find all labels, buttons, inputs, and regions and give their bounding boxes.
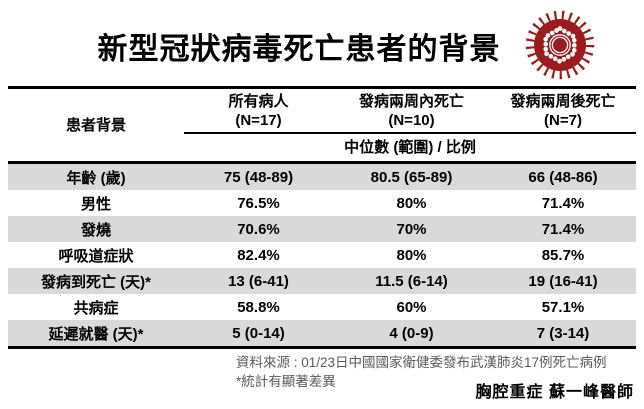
cell-value: 85.7% (541, 246, 585, 264)
header: 新型冠狀病毒死亡患者的背景 (0, 0, 644, 86)
column-label: 所有病人 (228, 93, 289, 110)
column-n-count: (N=7) (544, 112, 582, 130)
cell-value: 70.6% (237, 220, 280, 238)
column-header-all-patients: 所有病人 (N=17) (184, 87, 333, 135)
table-row-fever: 發燒 70.6% 70% 71.4% (8, 216, 636, 243)
column-label: 發病兩周後死亡 (510, 93, 616, 110)
row-label: 發病到死亡 (天)* (41, 273, 151, 291)
cell-value: 76.5% (237, 194, 280, 212)
column-n-count: (N=10) (388, 112, 435, 130)
row-label: 年齡 (歲) (66, 169, 126, 187)
cell-value: 11.5 (6-14) (375, 272, 448, 290)
cell-value: 80.5 (65-89) (370, 168, 453, 186)
footer-notes: 資料來源 : 01/23日中國國家衛健委發布武漢肺炎17例死亡病例 *統計有顯著… (236, 354, 634, 390)
patient-background-table: 患者背景 所有病人 (N=17) 發病兩周內死亡 (N=10) 發病兩周後死亡 … (8, 86, 636, 350)
virus-inner-ring-outer (549, 34, 571, 56)
virus-body (534, 19, 586, 71)
virus-white-dot-hexagon (543, 26, 577, 64)
column-header-died-after-two-weeks: 發病兩周後死亡 (N=7) (490, 87, 636, 135)
cell-value: 71.4% (541, 220, 585, 238)
row-label: 男性 (80, 195, 111, 213)
cell-value: 82.4% (237, 246, 280, 264)
table-row-respiratory-symptoms: 呼吸道症狀 82.4% 80% 85.7% (8, 242, 636, 268)
column-n-count: (N=17) (235, 112, 282, 130)
column-header-row: 患者背景 所有病人 (N=17) 發病兩周內死亡 (N=10) 發病兩周後死亡 … (8, 87, 636, 165)
statistical-significance-note: *統計有顯著差異 (236, 373, 336, 389)
table-row-comorbidity: 共病症 58.8% 60% 57.1% (8, 294, 636, 320)
cell-value: 4 (0-9) (389, 324, 434, 342)
cell-value: 7 (3-14) (536, 324, 590, 342)
table-row-delayed-medical-visit: 延遲就醫 (天)* 5 (0-14) 4 (0-9) 7 (3-14) (8, 320, 636, 348)
cell-value: 80% (396, 194, 427, 212)
cell-value: 70% (396, 220, 427, 238)
table-row-onset-to-death: 發病到死亡 (天)* 13 (6-41) 11.5 (6-14) 19 (16-… (8, 268, 636, 295)
row-label: 共病症 (73, 299, 119, 317)
data-source-note: 資料來源 : 01/23日中國國家衛健委發布武漢肺炎17例死亡病例 (236, 355, 607, 371)
table-row-age: 年齡 (歲) 75 (48-89) 80.5 (65-89) 66 (48-86… (8, 162, 636, 191)
cell-value: 13 (6-41) (228, 272, 289, 290)
cell-value: 19 (16-41) (528, 272, 598, 290)
cell-value: 57.1% (541, 298, 585, 316)
cell-value: 5 (0-14) (232, 324, 285, 342)
cell-value: 71.4% (541, 194, 585, 212)
column-header-died-within-two-weeks: 發病兩周內死亡 (N=10) (333, 87, 490, 135)
cell-value: 80% (396, 246, 427, 264)
column-label: 發病兩周內死亡 (358, 93, 464, 110)
subheader-row: 中位數 (範圍) / 比例 (8, 133, 636, 165)
column-header-patient-background: 患者背景 (8, 87, 184, 165)
table-body: 年齡 (歲) 75 (48-89) 80.5 (65-89) 66 (48-86… (8, 162, 636, 348)
virus-inner-ring-inner (551, 36, 569, 54)
table-header: 患者背景 所有病人 (N=17) 發病兩周內死亡 (N=10) 發病兩周後死亡 … (8, 87, 636, 165)
cell-value: 66 (48-86) (528, 168, 598, 186)
row-label: 呼吸道症狀 (58, 247, 134, 265)
page-title: 新型冠狀病毒死亡患者的背景 (97, 33, 501, 66)
virus-spike-ring (525, 10, 595, 80)
row-label: 發燒 (80, 221, 111, 239)
subheader-median-range-ratio: 中位數 (範圍) / 比例 (184, 133, 636, 165)
coronavirus-icon (525, 10, 595, 80)
cell-value: 75 (48-89) (223, 168, 294, 186)
cell-value: 60% (396, 298, 427, 316)
row-label: 延遲就醫 (天)* (48, 325, 144, 343)
cell-value: 58.8% (237, 298, 280, 316)
table-row-male: 男性 76.5% 80% 71.4% (8, 190, 636, 216)
author-credit: 胸腔重症 蘇一峰醫師 (475, 384, 634, 401)
